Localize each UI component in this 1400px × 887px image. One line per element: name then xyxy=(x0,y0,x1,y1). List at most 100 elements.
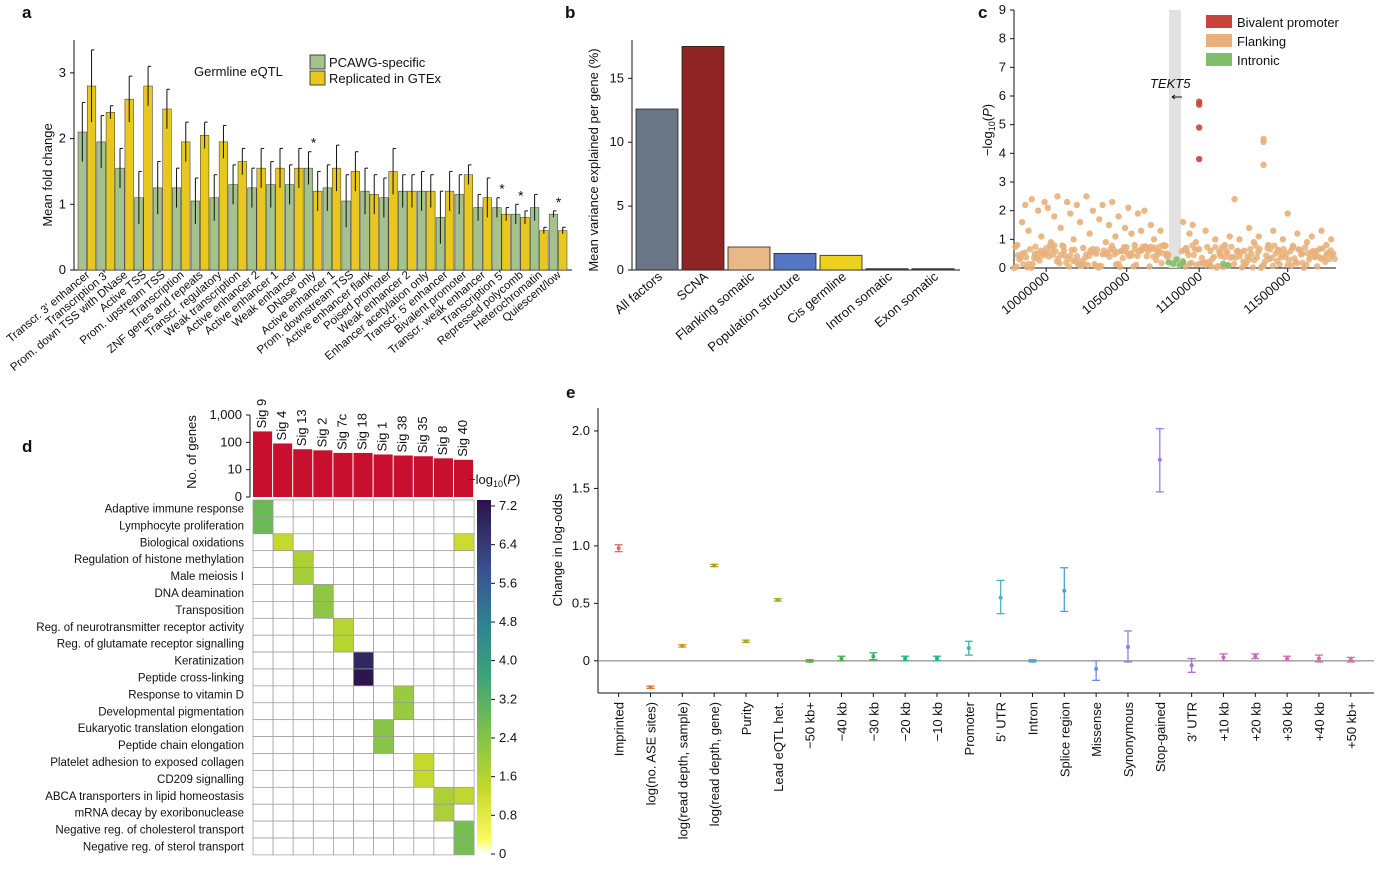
d-heatmap-cell xyxy=(453,803,475,822)
c-gene-label: TEKT5 xyxy=(1150,76,1191,91)
b-bar xyxy=(911,268,955,271)
d-heatmap-cell xyxy=(333,770,354,788)
d-heatmap-cell xyxy=(393,601,415,619)
d-heatmap-cell xyxy=(433,668,455,687)
d-heatmap-cell xyxy=(272,668,294,687)
b-x-tick-label: SCNA xyxy=(674,269,712,304)
d-colorbar-tick-label: 3.2 xyxy=(499,691,517,706)
d-colorbar-tick-label: 2.4 xyxy=(499,730,517,745)
c-y-tick-label: 9 xyxy=(999,2,1006,17)
c-point-flanking-band xyxy=(1036,257,1043,264)
c-point-flanking-band xyxy=(1224,249,1231,256)
d-row-label: Peptide chain elongation xyxy=(118,740,244,752)
d-heatmap-cell xyxy=(252,770,274,788)
d-heatmap-cell xyxy=(353,736,374,754)
d-heatmap-cell xyxy=(433,786,455,805)
c-point xyxy=(1289,244,1296,252)
d-heatmap-cell xyxy=(252,668,274,687)
d-row-label: Reg. of neurotransmitter receptor activi… xyxy=(36,622,244,634)
e-y-tick-label: 1.0 xyxy=(572,538,590,553)
d-heatmap-cell xyxy=(433,516,455,535)
e-x-tick-label: Splice region xyxy=(1057,702,1072,777)
c-point xyxy=(1025,227,1032,234)
d-heatmap-cell xyxy=(272,651,294,670)
e-point xyxy=(871,654,876,659)
e-y-ticks: 0 0.5 1.0 1.5 2.0 xyxy=(572,423,598,668)
e-x-tick-label: Stop-gained xyxy=(1153,702,1168,772)
d-heatmap-cell xyxy=(453,786,475,805)
a-bar xyxy=(143,85,153,271)
c-y-tick-label: 6 xyxy=(999,88,1006,103)
c-point xyxy=(1179,218,1187,226)
d-gene-count-bar xyxy=(333,452,353,497)
a-significance-star: * xyxy=(556,194,562,210)
d-heatmap-cell xyxy=(453,685,475,704)
d-heatmap-cell xyxy=(252,786,274,805)
d-heatmap-cell xyxy=(353,668,374,687)
a-bar xyxy=(558,230,568,271)
d-heatmap-cell xyxy=(292,516,314,535)
panel-b-label: b xyxy=(565,3,575,22)
a-y-tick-label: 3 xyxy=(59,65,66,80)
c-point-flanking-band xyxy=(1214,262,1222,270)
d-heatmap-cell xyxy=(393,803,415,822)
c-gene-arrow-icon xyxy=(1171,94,1182,100)
d-heatmap-cell xyxy=(252,820,274,839)
c-point xyxy=(1179,259,1187,266)
d-heatmap-cell xyxy=(433,567,455,585)
e-points xyxy=(614,428,1355,690)
d-heatmap-cell xyxy=(353,803,374,822)
d-heatmap-cell xyxy=(453,550,475,568)
d-heatmap-cell xyxy=(353,550,374,568)
c-x-tick-label: 11100000 xyxy=(1153,269,1205,316)
a-bar xyxy=(501,213,511,271)
a-bar xyxy=(520,217,530,271)
d-heatmap-cell xyxy=(453,820,475,839)
c-point xyxy=(1189,221,1196,229)
d-heatmap-cell xyxy=(252,499,274,518)
c-point xyxy=(1195,101,1203,108)
d-row-label: Reg. of glutamate receptor signalling xyxy=(57,639,244,651)
d-heatmap-cell xyxy=(252,601,274,619)
d-gene-count-bar xyxy=(454,459,474,497)
c-point-flanking-band xyxy=(1276,261,1283,268)
e-point xyxy=(648,685,653,690)
c-point-flanking-band xyxy=(1210,253,1218,261)
b-bar xyxy=(727,246,771,271)
e-point xyxy=(1189,663,1194,668)
c-point xyxy=(1308,233,1316,240)
c-point xyxy=(1195,124,1203,131)
c-legend-swatch-flanking xyxy=(1206,34,1232,47)
d-heatmap-cell xyxy=(393,668,415,687)
d-heatmap-cell xyxy=(292,499,314,518)
c-point xyxy=(1224,261,1232,269)
d-heatmap-cell xyxy=(373,820,395,839)
d-heatmap-cell xyxy=(453,567,475,585)
d-heatmap-cell xyxy=(393,499,415,518)
d-heatmap-cell xyxy=(252,584,274,602)
d-heatmap-cell xyxy=(393,567,415,585)
b-bar xyxy=(865,268,909,271)
d-heatmap-cell xyxy=(272,567,294,585)
d-heatmap-cell xyxy=(272,820,294,839)
d-column-label: Sig 1 xyxy=(375,422,390,452)
c-point-flanking-band xyxy=(1208,263,1215,270)
c-point xyxy=(1070,236,1077,243)
a-legend-swatch-pcawg xyxy=(309,54,326,70)
d-heatmap-cell xyxy=(312,550,334,568)
d-heatmap-cell xyxy=(353,702,374,721)
d-heatmap-cell xyxy=(272,702,294,721)
e-x-tick-label: +20 kb xyxy=(1248,702,1263,741)
a-y-tick-label: 0 xyxy=(59,262,66,277)
d-heatmap-cell xyxy=(433,803,455,822)
c-point xyxy=(1270,227,1277,234)
c-point-flanking-band xyxy=(1132,261,1140,268)
c-point xyxy=(1096,216,1103,223)
d-heatmap-cell xyxy=(272,786,294,805)
a-bar xyxy=(218,141,229,271)
e-x-tick-label: 3′ UTR xyxy=(1185,702,1200,742)
d-heatmap-cell xyxy=(312,533,334,552)
c-legend: Bivalent promoter Flanking Intronic xyxy=(1206,15,1340,68)
e-y-tick-label: 0 xyxy=(583,653,590,668)
d-heatmap-cell xyxy=(393,685,415,704)
